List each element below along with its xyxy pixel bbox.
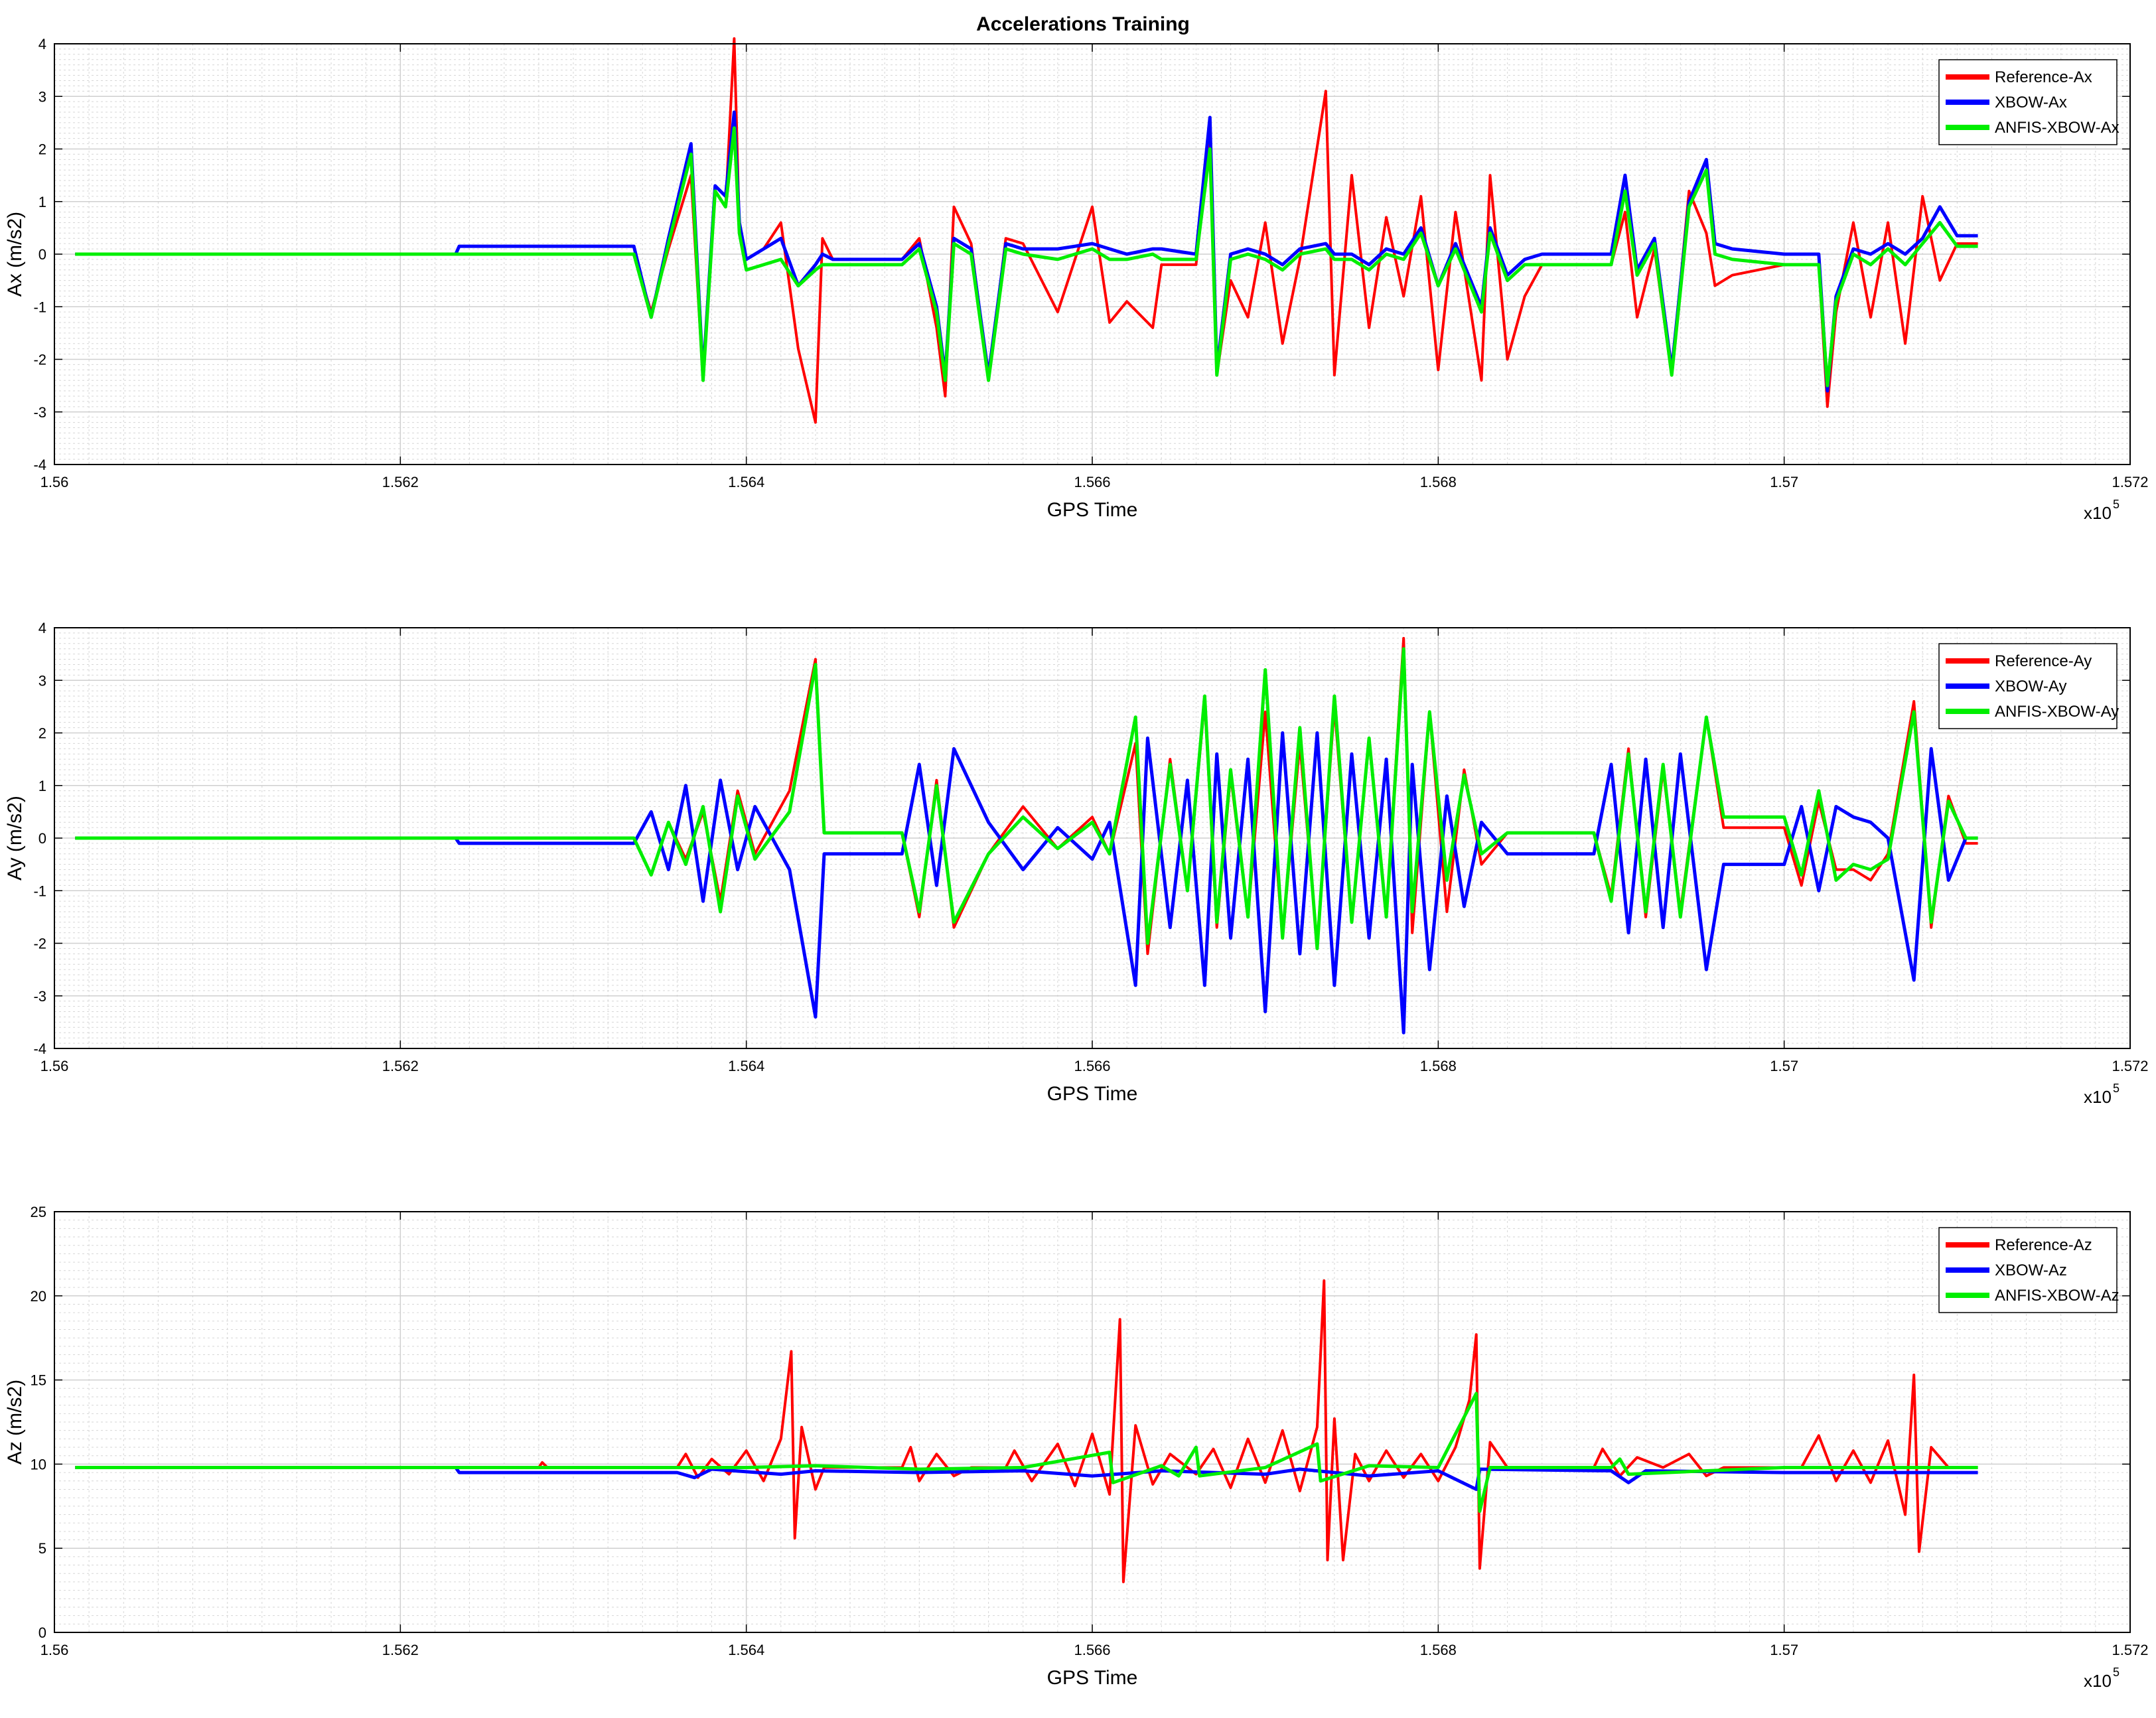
legend-label-reference: Reference-Ax (1995, 68, 2092, 86)
series-line-anfis (75, 126, 1978, 388)
x-tick-label: 1.564 (728, 1642, 764, 1658)
x-multiplier: x10 (2084, 1671, 2112, 1691)
series-line-anfis (75, 647, 1978, 950)
y-tick-label: -3 (33, 988, 46, 1005)
x-multiplier: x10 (2084, 503, 2112, 523)
ax-panel: 1.56 1.562 1.564 1.566 1.568 1.57 1.572 -4 -3 -2 -… (4, 36, 2149, 523)
series-line-xbow (75, 731, 1978, 1035)
x-tick-label: 1.562 (382, 474, 419, 490)
x-tick-label: 1.566 (1074, 474, 1110, 490)
x-tick-label: 1.562 (382, 1642, 419, 1658)
y-axis-label: Ax (m/s2) (4, 212, 26, 297)
y-tick-label: -2 (33, 936, 46, 952)
y-tick-label: 4 (38, 36, 46, 52)
x-tick-label: 1.56 (40, 1642, 69, 1658)
x-axis-label: GPS Time (1047, 499, 1138, 521)
y-tick-label: -4 (33, 457, 46, 473)
y-tick-label: -3 (33, 404, 46, 421)
legend-label-xbow: XBOW-Ax (1995, 94, 2067, 111)
x-multiplier-exponent: 5 (2113, 1666, 2120, 1679)
x-multiplier: x10 (2084, 1087, 2112, 1107)
x-axis-label: GPS Time (1047, 1083, 1138, 1105)
legend: Reference-Ax XBOW-Ax ANFIS-XBOW-Ax (1938, 59, 2120, 145)
legend-label-reference: Reference-Az (1995, 1236, 2092, 1254)
x-tick-label: 1.56 (40, 1058, 69, 1074)
x-tick-label: 1.564 (728, 1058, 764, 1074)
x-tick-label: 1.572 (2112, 474, 2148, 490)
y-tick-label: 4 (38, 620, 46, 636)
y-tick-label: 0 (38, 246, 46, 263)
legend: Reference-Az XBOW-Az ANFIS-XBOW-Az (1938, 1227, 2120, 1313)
legend-label-anfis: ANFIS-XBOW-Ax (1995, 119, 2120, 137)
y-tick-label: 3 (38, 88, 46, 105)
x-tick-label: 1.566 (1074, 1642, 1110, 1658)
x-tick-label: 1.572 (2112, 1058, 2148, 1074)
y-tick-label: 20 (31, 1288, 46, 1305)
y-tick-label: 0 (38, 1624, 46, 1641)
x-tick-label: 1.566 (1074, 1058, 1110, 1074)
y-tick-label: 10 (31, 1456, 46, 1472)
x-tick-label: 1.568 (1420, 474, 1457, 490)
y-tick-label: 15 (31, 1372, 46, 1389)
y-tick-label: 5 (38, 1540, 46, 1557)
y-tick-label: 3 (38, 672, 46, 689)
figure-title: Accelerations Training (976, 13, 1190, 35)
x-tick-label: 1.568 (1420, 1642, 1457, 1658)
y-tick-label: 1 (38, 778, 46, 794)
legend-label-anfis: ANFIS-XBOW-Ay (1995, 703, 2119, 721)
series-line-anfis (75, 1392, 1978, 1513)
y-tick-label: -4 (33, 1040, 46, 1057)
x-tick-label: 1.56 (40, 474, 69, 490)
y-tick-label: 2 (38, 141, 46, 158)
x-tick-label: 1.572 (2112, 1642, 2148, 1658)
y-tick-label: 1 (38, 194, 46, 210)
x-multiplier-exponent: 5 (2113, 1082, 2120, 1095)
x-multiplier-exponent: 5 (2113, 498, 2120, 511)
y-tick-label: 0 (38, 830, 46, 847)
x-tick-label: 1.564 (728, 474, 764, 490)
legend: Reference-Ay XBOW-Ay ANFIS-XBOW-Ay (1938, 643, 2119, 729)
legend-label-xbow: XBOW-Az (1995, 1261, 2067, 1279)
az-panel: 1.56 1.562 1.564 1.566 1.568 1.57 1.572 0 5 10 15 2… (4, 1204, 2149, 1691)
legend-label-xbow: XBOW-Ay (1995, 678, 2066, 695)
y-tick-label: -1 (33, 883, 46, 899)
x-tick-label: 1.568 (1420, 1058, 1457, 1074)
y-tick-label: 2 (38, 725, 46, 742)
y-tick-label: -1 (33, 299, 46, 315)
x-tick-label: 1.57 (1770, 474, 1798, 490)
series-line-reference (75, 1279, 1978, 1583)
x-axis-label: GPS Time (1047, 1667, 1138, 1689)
x-tick-label: 1.562 (382, 1058, 419, 1074)
x-tick-label: 1.57 (1770, 1642, 1798, 1658)
series-line-xbow (75, 1466, 1978, 1491)
legend-label-anfis: ANFIS-XBOW-Az (1995, 1287, 2120, 1305)
x-tick-label: 1.57 (1770, 1058, 1798, 1074)
legend-label-reference: Reference-Ay (1995, 652, 2092, 670)
y-axis-label: Ay (m/s2) (4, 796, 26, 881)
ay-panel: 1.56 1.562 1.564 1.566 1.568 1.57 1.572 -4 -3 -2 -… (4, 620, 2149, 1107)
y-tick-label: -2 (33, 352, 46, 368)
y-axis-label: Az (m/s2) (4, 1380, 26, 1465)
y-tick-label: 25 (31, 1204, 46, 1220)
